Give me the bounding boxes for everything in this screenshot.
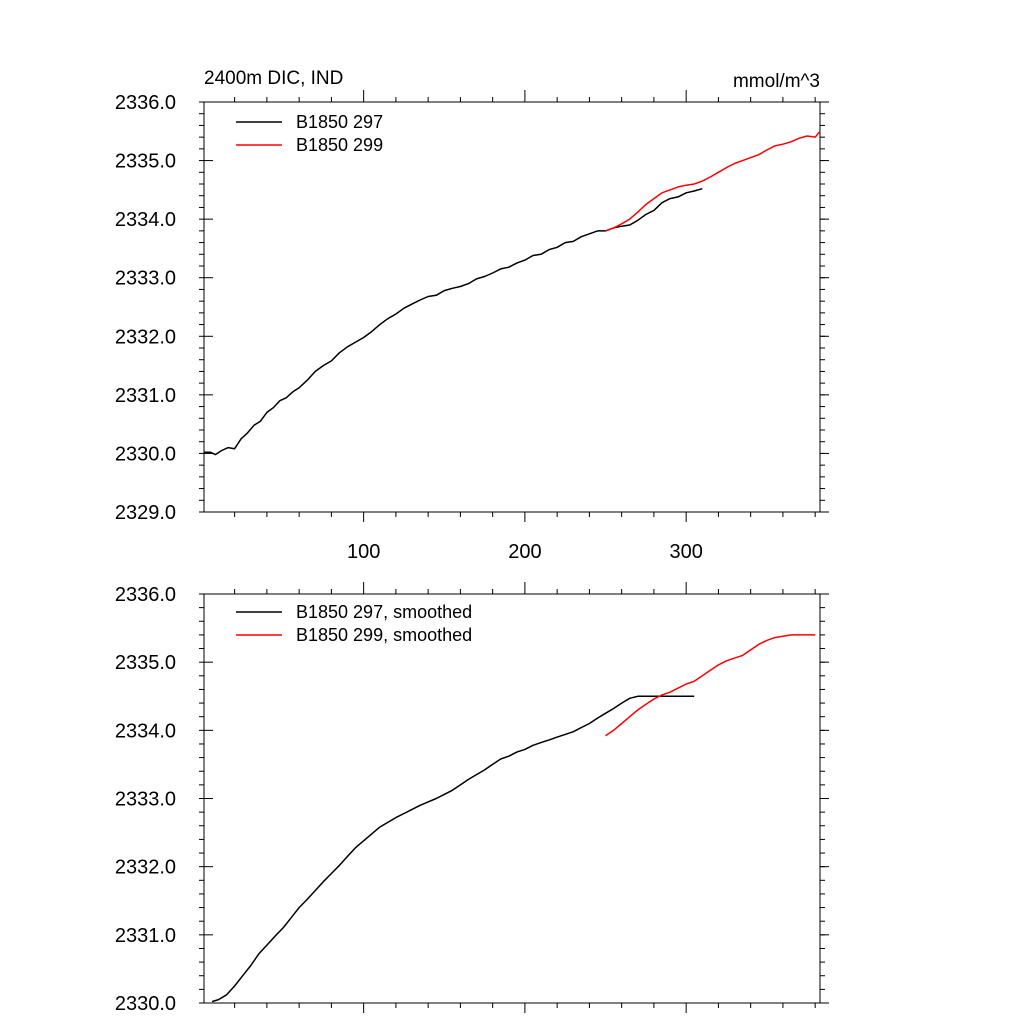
bottom-plot-frame [203, 593, 821, 1004]
bottom-axis-ticks: 2330.0 2331.0 2332.0 2333.0 2334.0 2335.0 2336… [115, 582, 829, 1015]
y-tick-label: 2336.0 [115, 92, 176, 114]
y-tick-label: 2334.0 [115, 720, 176, 742]
y-tick-label: 2331.0 [115, 385, 176, 407]
x-tick-label: 100 [347, 541, 380, 563]
series-line-299 [605, 634, 816, 737]
top-panel: 2400m DIC, IND mmol/m^3 2329.0 2330.0 2331… [115, 68, 829, 563]
top-legend: B1850 297 B1850 299 [236, 112, 383, 155]
y-tick-label: 2333.0 [115, 268, 176, 290]
y-tick-label: 2330.0 [115, 993, 176, 1015]
x-tick-label: 200 [508, 541, 541, 563]
legend-label-299-smoothed: B1850 299, smoothed [296, 625, 472, 645]
y-tick-label: 2332.0 [115, 857, 176, 879]
legend-label-299: B1850 299 [296, 135, 383, 155]
series-line-297 [211, 695, 695, 1003]
bottom-panel: 2330.0 2331.0 2332.0 2333.0 2334.0 2335.0 2336… [115, 582, 829, 1015]
y-tick-label: 2330.0 [115, 443, 176, 465]
top-axis-ticks: 2329.0 2330.0 2331.0 2332.0 2333.0 2334.0 2335… [115, 90, 829, 563]
y-tick-label: 2334.0 [115, 209, 176, 231]
y-tick-label: 2329.0 [115, 502, 176, 524]
legend-label-297: B1850 297 [296, 112, 383, 132]
chart-title-right: mmol/m^3 [733, 71, 820, 92]
y-tick-label: 2336.0 [115, 584, 176, 606]
chart-title-left: 2400m DIC, IND [204, 68, 343, 89]
y-tick-label: 2333.0 [115, 789, 176, 811]
series-line-299 [605, 130, 821, 232]
y-tick-label: 2331.0 [115, 925, 176, 947]
y-tick-label: 2332.0 [115, 326, 176, 348]
y-tick-label: 2335.0 [115, 151, 176, 173]
bottom-series [211, 634, 816, 1003]
bottom-legend: B1850 297, smoothed B1850 299, smoothed [236, 602, 472, 645]
top-plot-frame [203, 101, 821, 513]
legend-label-297-smoothed: B1850 297, smoothed [296, 602, 472, 622]
top-series [204, 130, 821, 456]
y-tick-label: 2335.0 [115, 652, 176, 674]
series-line-297 [204, 187, 703, 456]
x-tick-label: 300 [669, 541, 702, 563]
